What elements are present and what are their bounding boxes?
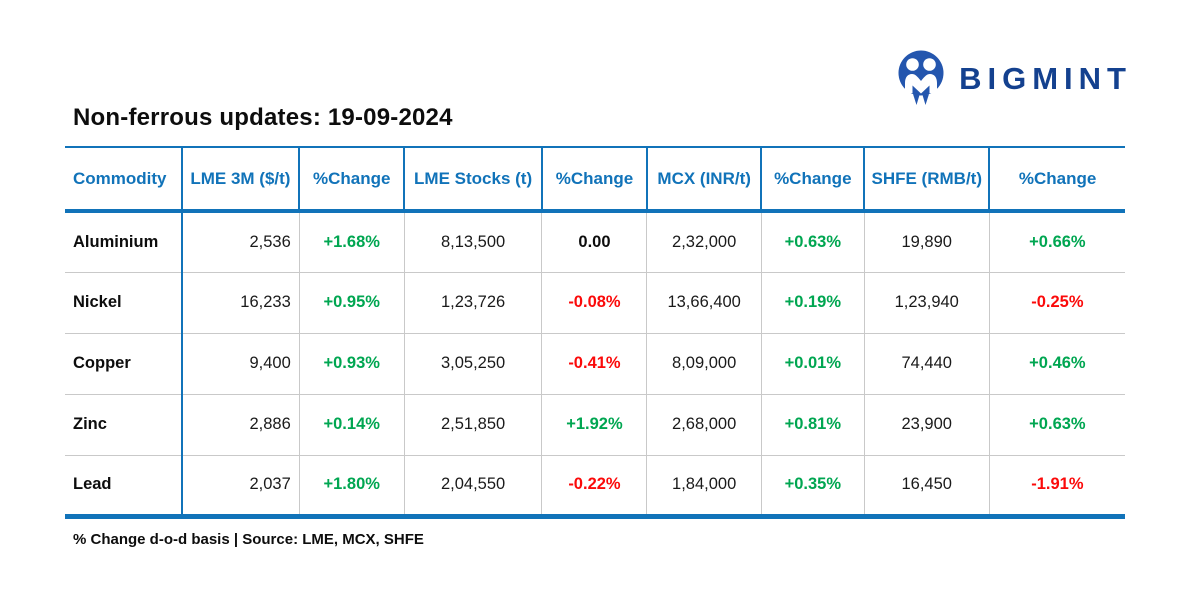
- header-stocks-change: %Change: [540, 147, 647, 213]
- shfe-value: 23,900: [863, 394, 990, 456]
- shfe-change: -1.91%: [988, 455, 1125, 516]
- lme-stocks-value: 2,51,850: [403, 394, 542, 456]
- shfe-value: 74,440: [863, 333, 990, 395]
- lme-stocks-value: 3,05,250: [403, 333, 542, 395]
- shfe-change: +0.63%: [988, 394, 1125, 456]
- shfe-change: +0.66%: [988, 211, 1125, 273]
- lme-stocks-value: 1,23,726: [403, 272, 542, 334]
- table-row-lead: Lead 2,037 +1.80% 2,04,550 -0.22% 1,84,0…: [65, 455, 1125, 516]
- shfe-change: -0.25%: [988, 272, 1125, 334]
- source-note: % Change d-o-d basis | Source: LME, MCX,…: [73, 531, 424, 548]
- table-row-copper: Copper 9,400 +0.93% 3,05,250 -0.41% 8,09…: [65, 333, 1125, 395]
- page-title: Non-ferrous updates: 19-09-2024: [73, 104, 453, 131]
- table-row-zinc: Zinc 2,886 +0.14% 2,51,850 +1.92% 2,68,0…: [65, 394, 1125, 456]
- lme-stocks-change: 0.00: [541, 211, 647, 273]
- header-lme-change: %Change: [298, 147, 405, 213]
- bigmint-logo: BIGMINT: [895, 50, 1132, 106]
- mcx-value: 13,66,400: [646, 272, 762, 334]
- shfe-value: 1,23,940: [863, 272, 990, 334]
- lme-3m-change: +0.93%: [298, 333, 405, 395]
- header-lme-3m: LME 3M ($/t): [180, 147, 300, 213]
- commodity-name: Zinc: [65, 394, 182, 456]
- lme-stocks-change: -0.41%: [541, 333, 647, 395]
- mcx-value: 2,68,000: [646, 394, 762, 456]
- commodity-name: Copper: [65, 333, 182, 395]
- lme-3m-value: 16,233: [180, 272, 300, 334]
- mcx-value: 8,09,000: [646, 333, 762, 395]
- mcx-change: +0.35%: [760, 455, 865, 516]
- header-shfe-change: %Change: [988, 147, 1125, 213]
- shfe-value: 16,450: [863, 455, 990, 516]
- lme-stocks-change: +1.92%: [541, 394, 647, 456]
- commodity-name: Nickel: [65, 272, 182, 334]
- mcx-change: +0.81%: [760, 394, 865, 456]
- lme-stocks-change: -0.22%: [541, 455, 647, 516]
- shfe-value: 19,890: [863, 211, 990, 273]
- lme-3m-change: +0.14%: [298, 394, 405, 456]
- mcx-change: +0.19%: [760, 272, 865, 334]
- header-commodity: Commodity: [65, 147, 182, 213]
- commodity-table: Commodity LME 3M ($/t) %Change LME Stock…: [65, 146, 1125, 519]
- lme-stocks-value: 2,04,550: [403, 455, 542, 516]
- header-row: Commodity LME 3M ($/t) %Change LME Stock…: [65, 147, 1125, 213]
- table-row-aluminium: Aluminium 2,536 +1.68% 8,13,500 0.00 2,3…: [65, 211, 1125, 273]
- bigmint-logo-icon: [898, 50, 944, 105]
- mcx-change: +0.01%: [760, 333, 865, 395]
- lme-stocks-change: -0.08%: [541, 272, 647, 334]
- mcx-value: 2,32,000: [646, 211, 762, 273]
- mcx-change: +0.63%: [760, 211, 865, 273]
- table-row-nickel: Nickel 16,233 +0.95% 1,23,726 -0.08% 13,…: [65, 272, 1125, 334]
- lme-3m-change: +1.80%: [298, 455, 405, 516]
- commodity-table-wrap: Commodity LME 3M ($/t) %Change LME Stock…: [65, 146, 1125, 519]
- mcx-value: 1,84,000: [646, 455, 762, 516]
- header-lme-stocks: LME Stocks (t): [403, 147, 542, 213]
- header-mcx-change: %Change: [760, 147, 865, 213]
- commodity-name: Aluminium: [65, 211, 182, 273]
- lme-3m-value: 2,886: [180, 394, 300, 456]
- lme-3m-value: 9,400: [180, 333, 300, 395]
- lme-3m-value: 2,536: [180, 211, 300, 273]
- bigmint-logo-text: BIGMINT: [959, 60, 1132, 96]
- lme-stocks-value: 8,13,500: [403, 211, 542, 273]
- commodity-name: Lead: [73, 475, 112, 493]
- shfe-change: +0.46%: [988, 333, 1125, 395]
- header-mcx: MCX (INR/t): [645, 147, 762, 213]
- lme-3m-change: +1.68%: [298, 211, 405, 273]
- lme-3m-value: 2,037: [180, 455, 300, 516]
- header-shfe: SHFE (RMB/t): [863, 147, 990, 213]
- lme-3m-change: +0.95%: [298, 272, 405, 334]
